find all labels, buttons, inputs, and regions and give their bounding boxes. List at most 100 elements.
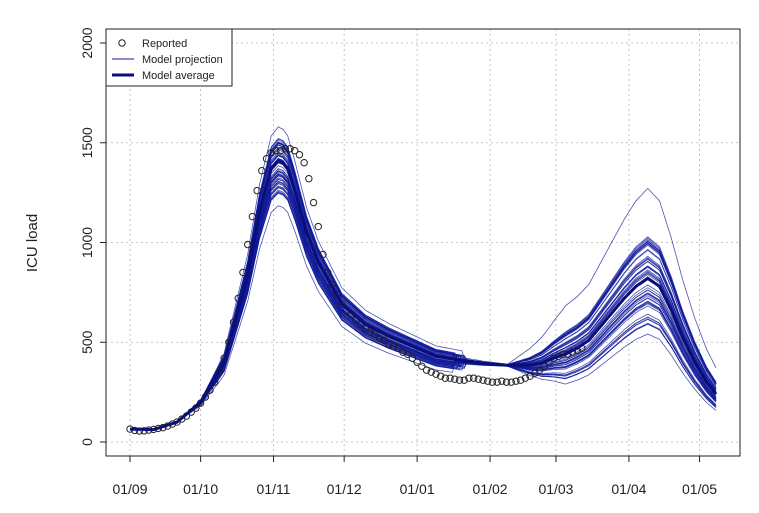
x-tick-label: 01/04 (611, 481, 646, 497)
reported-point (404, 350, 412, 358)
projection-lines (129, 126, 717, 430)
projection-line (129, 173, 717, 430)
y-tick-label: 0 (79, 438, 95, 446)
y-tick-label: 1500 (79, 127, 95, 158)
reported-point (488, 378, 497, 386)
y-axis-label: ICU load (24, 214, 41, 272)
legend-reported-label: Reported (142, 38, 187, 50)
projection-line (129, 141, 717, 430)
reported-point (258, 166, 266, 175)
projection-line (129, 154, 717, 430)
reported-point (319, 250, 327, 259)
x-tick-label: 01/02 (473, 481, 508, 497)
projection-line (129, 151, 717, 430)
reported-point (286, 145, 294, 153)
reported-point (305, 174, 313, 183)
reported-point (243, 240, 252, 249)
reported-point (371, 330, 379, 338)
reported-point (427, 368, 435, 376)
projection-line (129, 142, 717, 430)
reported-point (272, 147, 280, 155)
reported-point (366, 328, 374, 336)
x-tick-label: 01/11 (257, 481, 291, 497)
projection-line (129, 144, 717, 430)
reported-point (380, 336, 388, 344)
legend-reported-marker (118, 39, 126, 47)
projection-line (129, 181, 717, 430)
reported-point (375, 334, 384, 342)
projection-line (129, 183, 717, 430)
reported-point (239, 268, 247, 277)
projection-line (129, 182, 717, 430)
reported-point (516, 376, 525, 384)
projection-line (129, 152, 717, 430)
reported-point (422, 366, 431, 374)
reported-point (493, 378, 501, 386)
reported-point (338, 300, 346, 309)
reported-point (389, 342, 398, 350)
reported-point (436, 372, 445, 380)
y-axis: 0 500 1000 1500 2000 (79, 27, 106, 446)
reported-point (418, 362, 426, 370)
x-tick-label: 01/05 (682, 481, 717, 497)
reported-point (314, 222, 322, 231)
reported-point (441, 374, 450, 382)
reported-point (455, 376, 464, 384)
reported-point (295, 151, 304, 159)
reported-point (498, 377, 506, 385)
reported-points (126, 145, 586, 435)
reported-point (385, 340, 393, 348)
reported-point (262, 155, 271, 163)
reported-point (413, 358, 421, 366)
projection-line (129, 191, 717, 430)
projection-line (129, 138, 717, 430)
reported-point (512, 377, 520, 385)
y-tick-label: 1000 (79, 227, 95, 258)
reported-point (451, 375, 459, 383)
projection-line (129, 172, 717, 430)
reported-point (484, 377, 492, 385)
legend-projection-label: Model projection (142, 54, 223, 66)
reported-point (291, 147, 299, 155)
y-tick-label: 500 (79, 330, 95, 354)
reported-point (469, 374, 478, 382)
reported-point (465, 374, 473, 382)
model-average-line (129, 158, 718, 432)
reported-point (248, 212, 257, 221)
x-tick-label: 01/09 (112, 481, 147, 497)
projection-line (129, 192, 717, 430)
projection-line (129, 142, 717, 430)
reported-point (521, 374, 530, 382)
x-tick-label: 01/01 (400, 481, 435, 497)
x-tick-label: 01/10 (183, 481, 218, 497)
grid (106, 29, 740, 456)
reported-point (300, 159, 308, 167)
reported-point (394, 344, 402, 352)
reported-point (309, 198, 318, 207)
reported-point (408, 354, 417, 362)
reported-point (479, 376, 487, 384)
reported-point (507, 378, 515, 386)
projection-line (129, 142, 717, 430)
x-tick-label: 01/12 (327, 481, 362, 497)
reported-point (535, 366, 544, 374)
projection-line (129, 168, 717, 430)
x-axis: 01/09 01/10 01/11 01/12 01/01 01/02 01/03 01/04… (112, 456, 717, 497)
legend-average-label: Model average (142, 70, 215, 82)
reported-point (281, 145, 290, 153)
projection-line (129, 177, 717, 430)
projection-line (129, 142, 717, 430)
projection-line (129, 165, 717, 430)
legend: Reported Model projection Model average (105, 28, 233, 87)
reported-point (432, 370, 440, 378)
reported-point (474, 375, 483, 383)
reported-point (253, 186, 261, 195)
y-tick-label: 2000 (79, 27, 95, 58)
x-tick-label: 01/03 (538, 481, 573, 497)
reported-point (276, 147, 285, 155)
projection-line (129, 168, 717, 430)
reported-point (460, 376, 468, 384)
reported-point (399, 348, 407, 356)
reported-point (446, 374, 454, 382)
